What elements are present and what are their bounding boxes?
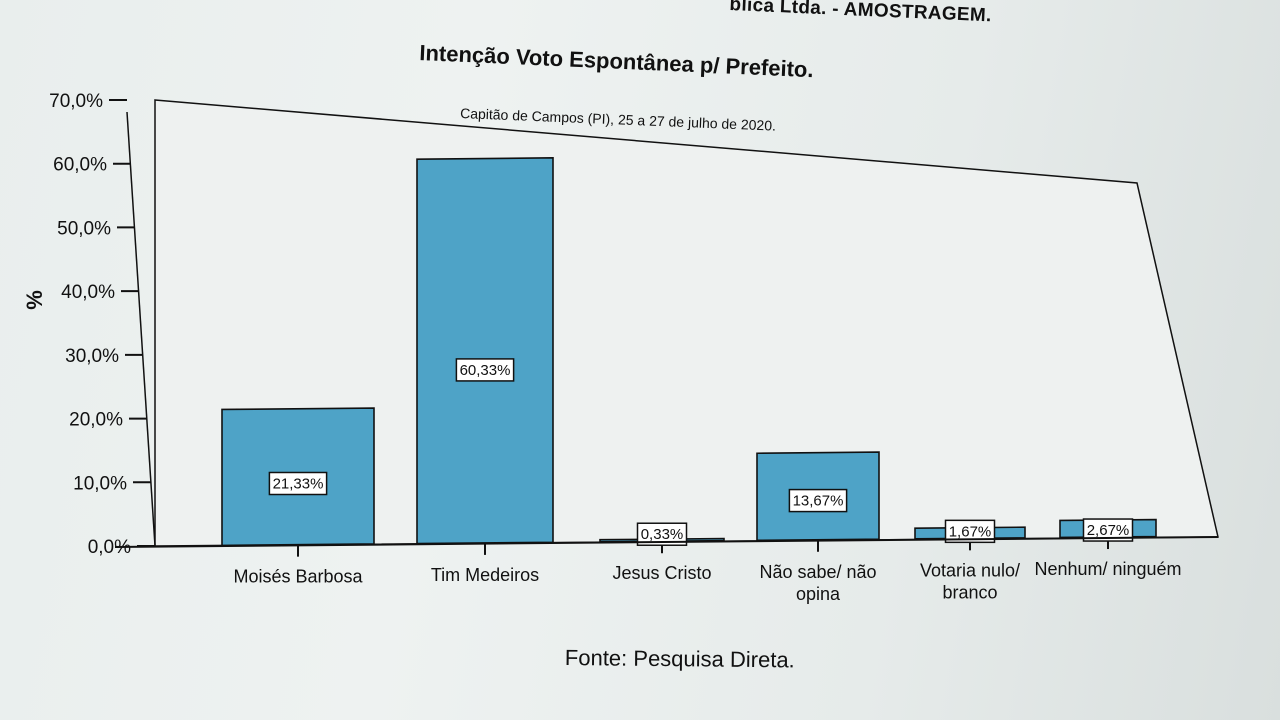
y-tick-label: 70,0% — [49, 91, 103, 112]
data-label-box — [455, 358, 515, 382]
data-label: 60,33% — [460, 362, 511, 379]
y-axis-label: % — [22, 290, 47, 310]
y-tick-label: 0,0% — [88, 537, 131, 558]
x-category-label: Nenhum/ ninguém — [1034, 559, 1181, 579]
data-label: 21,33% — [273, 475, 324, 492]
x-category-label: Tim Medeiros — [431, 565, 539, 585]
x-category-label: branco — [942, 582, 997, 602]
data-label-box — [944, 519, 996, 544]
x-category-label: Não sabe/ não — [759, 562, 876, 582]
data-label-box — [788, 488, 848, 513]
y-tick-label: 50,0% — [57, 218, 111, 239]
y-tick-label: 60,0% — [53, 155, 107, 176]
x-category-label: opina — [796, 584, 841, 604]
bar — [416, 157, 554, 545]
x-category-label: Votaria nulo/ — [920, 560, 1020, 580]
y-tick-label: 10,0% — [73, 473, 127, 494]
y-axis-line — [126, 111, 156, 547]
data-label: 1,67% — [949, 523, 992, 540]
x-category-label: Moisés Barbosa — [233, 567, 363, 587]
data-label-box — [1082, 518, 1134, 542]
data-label-box — [636, 522, 688, 546]
y-tick-label: 40,0% — [61, 282, 115, 303]
y-tick-label: 20,0% — [69, 410, 123, 431]
data-label: 13,67% — [793, 493, 844, 510]
x-category-label: Jesus Cristo — [612, 563, 711, 583]
x-axis-line — [114, 536, 1219, 548]
y-tick-label: 30,0% — [65, 346, 119, 367]
source-note: Fonte: Pesquisa Direta. — [564, 645, 795, 673]
data-label: 0,33% — [641, 526, 684, 543]
data-label: 2,67% — [1087, 522, 1130, 539]
data-label-box — [268, 471, 328, 496]
